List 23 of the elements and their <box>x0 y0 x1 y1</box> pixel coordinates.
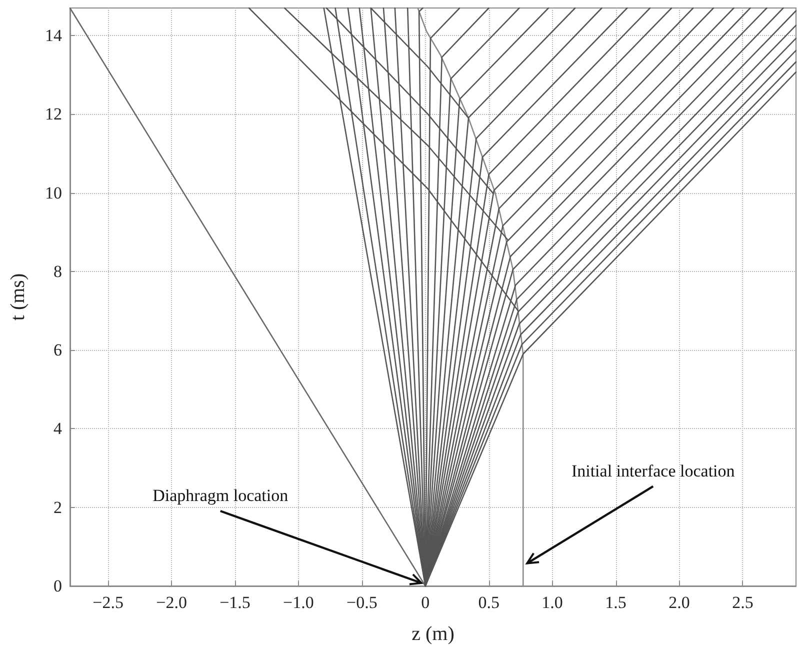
y-tick-label: 14 <box>45 26 62 46</box>
x-tick-label: 0.5 <box>478 593 500 612</box>
x-tick-label: −2.5 <box>92 593 124 612</box>
y-tick-label: 10 <box>45 183 62 202</box>
x-tick-label: 0 <box>421 593 430 612</box>
x-tick-label: −1.0 <box>283 593 314 612</box>
x-axis-title: z (m) <box>412 623 454 645</box>
y-axis-title: t (ms) <box>7 273 29 321</box>
y-tick-label: 6 <box>54 340 62 360</box>
annotation: Diaphragm location <box>152 486 289 505</box>
y-tick-label: 4 <box>54 419 62 438</box>
y-tick-label: 0 <box>54 576 62 596</box>
y-tick-label: 2 <box>54 498 62 517</box>
y-tick-label: 12 <box>45 104 62 124</box>
x-tick-label: 1.0 <box>542 593 563 612</box>
x-tick-label: −0.5 <box>346 593 378 612</box>
x-tick-label: −2.0 <box>156 593 187 612</box>
x-tick-label: 2.0 <box>668 593 690 612</box>
annotation: Initial interface location <box>571 461 736 480</box>
y-tick-label: 8 <box>54 262 62 281</box>
x-tick-label: 2.5 <box>732 593 754 612</box>
x-tick-label: 1.5 <box>605 593 626 612</box>
x-tick-label: −1.5 <box>220 593 250 612</box>
